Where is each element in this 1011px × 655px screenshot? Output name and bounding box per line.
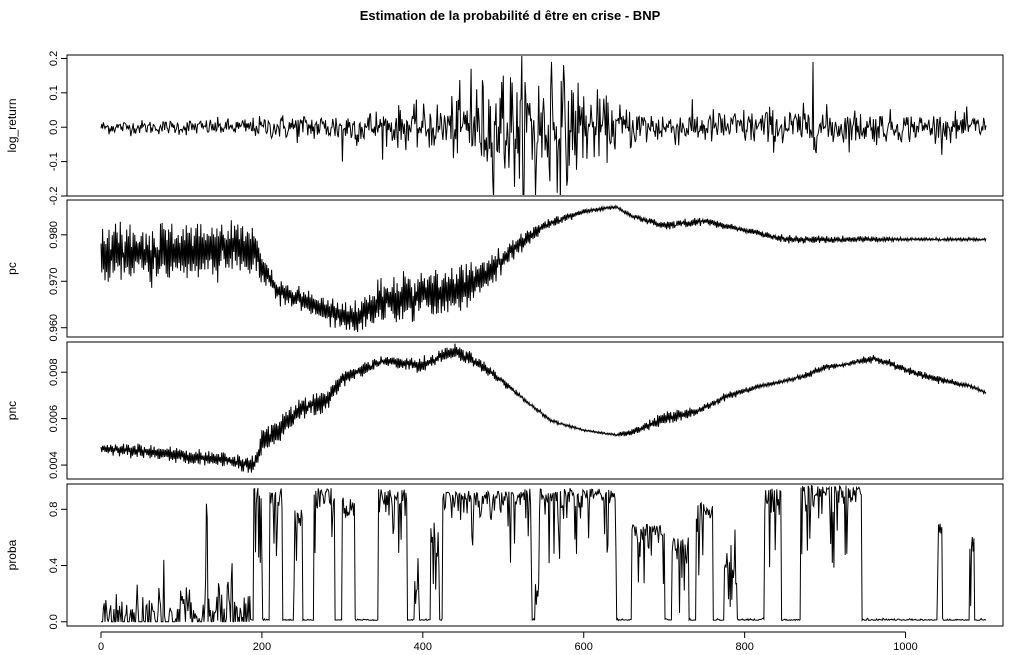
panels: -0.2-0.10.00.10.2log_return0.9600.9700.9…: [5, 51, 1004, 629]
y-tick-label: 0.0: [48, 614, 60, 629]
series-line-pc: [100, 204, 987, 333]
x-tick-label: 200: [253, 641, 271, 653]
panel-frame: [66, 341, 1004, 480]
y-tick-label: 0.980: [48, 221, 60, 249]
y-tick-label: 0.0: [48, 120, 60, 135]
x-axis: 0 200 400 600 800 1000: [98, 631, 918, 653]
y-tick-label: -0.2: [48, 187, 60, 206]
y-axis-label: pc: [5, 262, 19, 275]
panel-frame: [66, 199, 1004, 338]
x-tick-label: 1000: [893, 641, 917, 653]
panel-frame: [66, 54, 1004, 197]
panel-frame: [66, 483, 1004, 627]
y-tick-label: 0.970: [48, 268, 60, 296]
y-axis-label: proba: [5, 539, 19, 570]
y-tick-label: 0.2: [48, 51, 60, 66]
y-tick-label: 0.004: [48, 451, 60, 479]
y-axis-label: pnc: [5, 401, 19, 420]
panel-log-return: -0.2 -0.1 0.0 0.1 0.2 log_return: [5, 51, 1004, 206]
y-tick-label: 0.8: [48, 502, 60, 517]
panel-pnc: 0.004 0.006 0.008 pnc: [5, 341, 1004, 480]
panel-proba: 0.0 0.4 0.8 proba: [5, 483, 1004, 629]
x-tick-label: 0: [98, 641, 104, 653]
chart-title: Estimation de la probabilité d être en c…: [360, 8, 661, 23]
x-tick-label: 400: [414, 641, 432, 653]
x-tick-label: 800: [735, 641, 753, 653]
series-line-proba: [101, 485, 987, 623]
series-line-log-return: [100, 56, 987, 195]
y-tick-label: 0.006: [48, 405, 60, 433]
panel-pc: 0.960 0.970 0.980 pc: [5, 199, 1004, 342]
y-tick-label: 0.008: [48, 358, 60, 386]
y-tick-label: 0.4: [48, 558, 60, 573]
y-tick-label: 0.1: [48, 85, 60, 100]
y-tick-label: 0.960: [48, 314, 60, 342]
series-line-pnc: [100, 343, 987, 473]
y-tick-label: -0.1: [48, 152, 60, 171]
x-tick-label: 600: [575, 641, 593, 653]
y-axis-label: log_return: [5, 98, 19, 152]
